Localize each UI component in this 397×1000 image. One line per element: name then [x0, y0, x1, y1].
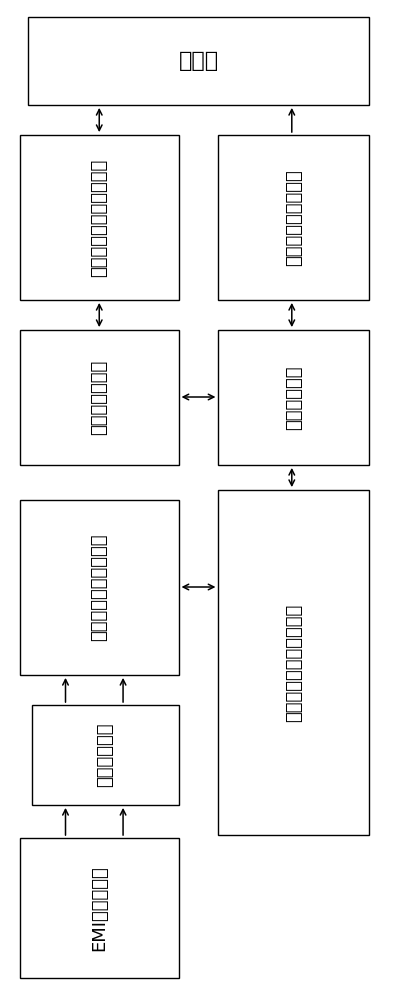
Bar	[20, 500, 179, 675]
Bar	[218, 490, 369, 835]
Bar	[32, 705, 179, 805]
Text: 射极耦合式放大电路: 射极耦合式放大电路	[285, 169, 303, 266]
Bar	[218, 330, 369, 465]
Bar	[20, 135, 179, 300]
Text: EMI单相滤波器: EMI单相滤波器	[90, 865, 108, 951]
Text: 带通滤波低失真振荡电路: 带通滤波低失真振荡电路	[285, 603, 303, 722]
Bar	[28, 17, 369, 105]
Bar	[20, 838, 179, 978]
Bar	[218, 135, 369, 300]
Text: 单相高频变换器: 单相高频变换器	[90, 360, 108, 435]
Text: 升压式恒定电流驱动电路: 升压式恒定电流驱动电路	[90, 158, 108, 277]
Text: 升压型功率因素校正器: 升压型功率因素校正器	[90, 534, 108, 641]
Text: 可控硅整流器: 可控硅整流器	[96, 723, 114, 787]
Text: 采样保护电路: 采样保护电路	[285, 365, 303, 430]
Text: 单片机: 单片机	[178, 51, 219, 71]
Bar	[20, 330, 179, 465]
